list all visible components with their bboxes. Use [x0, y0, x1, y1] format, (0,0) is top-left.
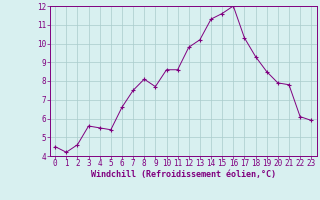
X-axis label: Windchill (Refroidissement éolien,°C): Windchill (Refroidissement éolien,°C) [91, 170, 276, 179]
